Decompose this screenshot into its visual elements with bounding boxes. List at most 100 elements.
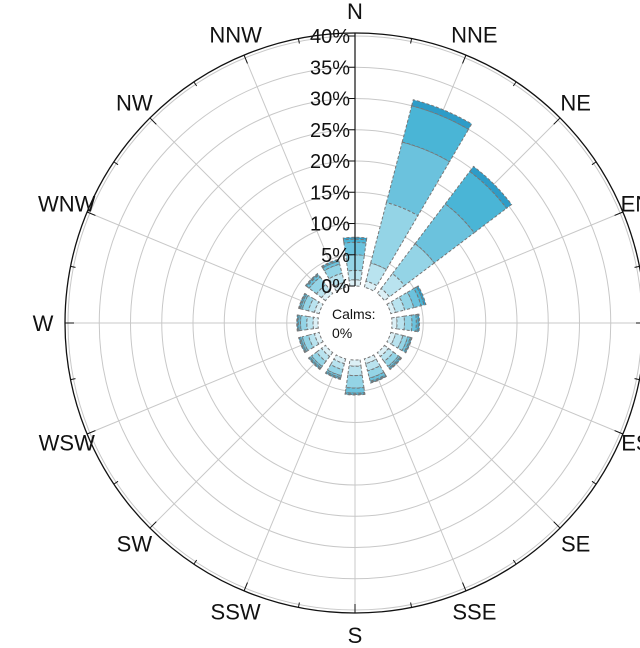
outer-tick: [86, 430, 96, 435]
bar-S-bin-2: [347, 365, 363, 377]
grid-spoke-SW: [149, 348, 330, 529]
bar-E-bin-1: [391, 316, 398, 330]
direction-label-S: S: [348, 623, 363, 648]
bar-WNW-bin-2: [307, 297, 320, 314]
bar-SE-bin-2: [379, 347, 395, 363]
bar-NE-bin-6: [469, 165, 513, 209]
direction-label-W: W: [33, 311, 54, 336]
bar-S-bin-6: [344, 393, 366, 396]
grid-spoke-WSW: [86, 336, 322, 435]
outer-tick: [70, 265, 76, 268]
radial-tick-label: 15%: [310, 182, 350, 204]
bar-ENE-bin-6: [415, 285, 427, 306]
grid-spoke-SSW: [243, 356, 342, 592]
bar-ESE-bin-3: [397, 334, 409, 352]
bar-NW-bin-4: [306, 274, 321, 289]
radial-tick-labels: 0% 5% 10% 15% 20% 25% 30% 35% 40%: [310, 26, 350, 298]
outer-tick: [462, 54, 467, 64]
radial-tick-label: 35%: [310, 57, 350, 79]
direction-label-SE: SE: [561, 532, 590, 557]
outer-tick: [297, 38, 300, 44]
bar-WSW-bin-4: [299, 336, 309, 353]
bar-W-bin-3: [300, 314, 308, 332]
bar-NNE-bin-6: [411, 99, 473, 131]
grid-spoke-SSE: [368, 356, 467, 592]
direction-label-SW: SW: [117, 532, 153, 557]
bar-SE-bin-4: [387, 355, 401, 369]
outer-tick: [634, 378, 640, 381]
direction-label-WNW: WNW: [38, 192, 96, 217]
outer-tick: [297, 602, 300, 608]
radial-tick-label: 25%: [310, 120, 350, 142]
bar-NNE-bin-5: [401, 105, 470, 163]
bar-SW-bin-4: [309, 355, 323, 369]
outer-tick: [553, 117, 561, 125]
grid-spoke-WNW: [86, 211, 322, 310]
outer-tick: [512, 81, 517, 87]
bar-SSE-bin-6: [369, 375, 388, 384]
calms-value: 0%: [332, 325, 352, 341]
direction-label-NNE: NNE: [451, 23, 497, 48]
grid-spoke-NW: [149, 117, 330, 298]
outer-tick: [86, 211, 96, 216]
outer-tick: [591, 480, 597, 485]
outer-tick: [149, 521, 157, 529]
bar-ESE-bin-2: [390, 332, 404, 349]
bar-S-bin-4: [344, 386, 366, 394]
bar-S-bin-1: [348, 359, 362, 367]
bar-SW-bin-2: [315, 347, 331, 363]
grid-spoke-ESE: [388, 336, 624, 435]
direction-label-N: N: [347, 0, 363, 24]
direction-label-NW: NW: [116, 90, 153, 115]
outer-tick: [243, 582, 248, 592]
bar-E-bin-2: [396, 315, 405, 331]
radial-tick-label: 20%: [310, 151, 350, 173]
bar-SW-bin-6: [307, 357, 321, 371]
outer-tick: [614, 211, 624, 216]
outer-tick: [553, 521, 561, 529]
direction-label-SSE: SSE: [452, 599, 496, 624]
bar-E-bin-3: [403, 314, 413, 332]
outer-tick: [243, 54, 248, 64]
bar-SE-bin-6: [389, 357, 403, 371]
bar-E-bin-6: [417, 313, 420, 333]
bar-ESE-bin-1: [386, 331, 397, 345]
outer-tick: [113, 480, 119, 485]
bar-S-bin-3: [345, 374, 365, 389]
bar-WSW-bin-2: [307, 332, 320, 349]
outer-tick: [70, 378, 76, 381]
bar-NE-bin-3: [391, 242, 436, 287]
radial-tick-label: 0%: [321, 276, 350, 298]
bar-ESE-bin-6: [404, 337, 413, 354]
grid-spoke-ENE: [388, 211, 624, 310]
radial-tick-label: 40%: [310, 26, 350, 48]
calms-circle-group: Calms: 0%: [320, 288, 390, 358]
outer-tick: [113, 161, 119, 166]
bar-W-bin-6: [296, 314, 299, 332]
outer-tick: [634, 265, 640, 268]
outer-tick: [614, 430, 624, 435]
bar-W-bin-2: [306, 315, 314, 331]
outer-tick: [462, 582, 467, 592]
bar-E-bin-5: [415, 313, 419, 333]
outer-tick: [410, 38, 413, 44]
direction-label-SSW: SSW: [211, 599, 261, 624]
grid-spoke-NNW: [243, 54, 342, 290]
bar-SSW-bin-6: [324, 372, 342, 380]
outer-tick: [591, 161, 597, 166]
bar-SSE-bin-4: [368, 371, 387, 382]
direction-label-WSW: WSW: [39, 430, 95, 455]
bar-NW-bin-6: [304, 272, 319, 287]
bar-WSW-bin-6: [298, 336, 306, 354]
bar-SSE-bin-5: [369, 374, 387, 383]
wind-rose-bars: [296, 99, 513, 396]
bar-NNW-bin-6: [321, 258, 340, 268]
outer-tick: [512, 559, 517, 565]
polar-axis: [64, 32, 640, 614]
bar-SSW-bin-2: [329, 358, 346, 371]
outer-tick: [410, 602, 413, 608]
bar-SSE-bin-3: [366, 365, 385, 379]
bar-NW-bin-5: [305, 273, 320, 288]
direction-labels: NNNENEENEEESESESSESSSWSWWSWWWNWNWNNW: [33, 0, 640, 648]
